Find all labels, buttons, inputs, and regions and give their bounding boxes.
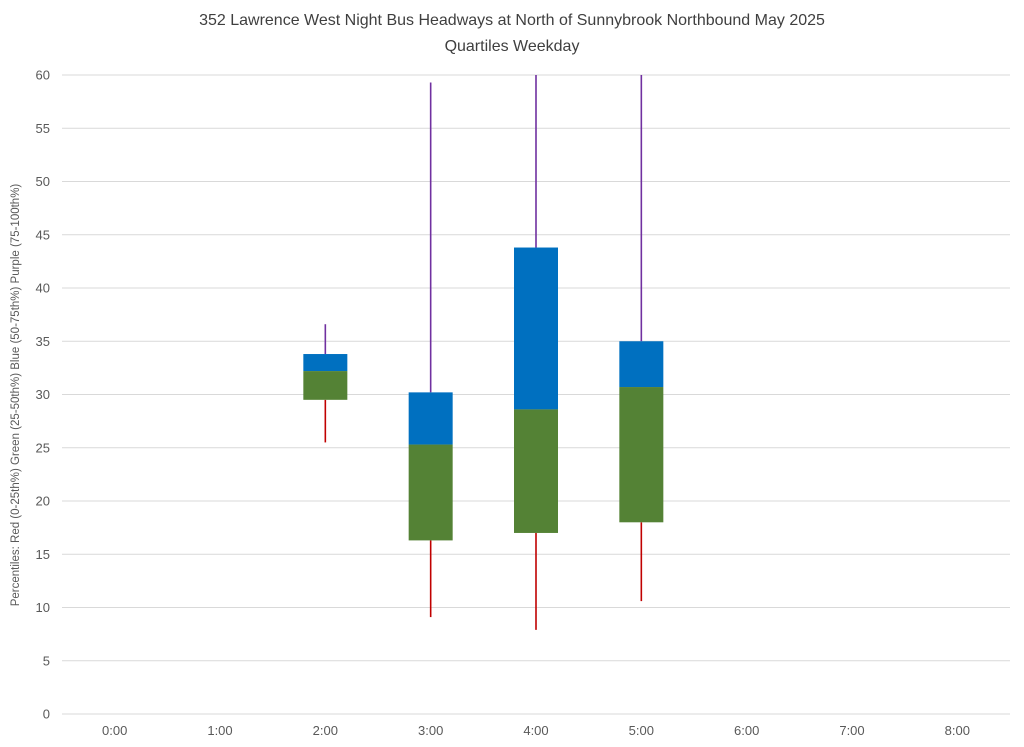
y-tick-label: 15 [36,547,50,562]
chart-subtitle: Quartiles Weekday [444,38,580,55]
box-25-50-green [408,444,453,541]
y-tick-label: 20 [36,494,50,509]
box-25-50-green [619,387,664,523]
box-50-75-blue [514,247,558,410]
y-tick-label: 25 [36,440,50,455]
y-tick-label: 55 [36,121,50,136]
box-25-50-green [514,409,558,533]
chart-title: 352 Lawrence West Night Bus Headways at … [199,12,825,29]
x-tick-label: 0:00 [102,723,127,738]
x-tick-label: 5:00 [629,723,654,738]
box-25-50-green [303,371,348,400]
y-tick-label: 5 [43,653,50,668]
x-tick-label: 4:00 [523,723,548,738]
y-tick-label: 10 [36,600,50,615]
box-50-75-blue [619,341,664,388]
y-tick-label: 45 [36,227,50,242]
y-tick-label: 0 [43,707,50,722]
x-tick-label: 2:00 [313,723,338,738]
y-tick-label: 30 [36,387,50,402]
x-tick-label: 1:00 [207,723,232,738]
y-tick-label: 40 [36,281,50,296]
box-50-75-blue [408,392,453,445]
x-tick-label: 7:00 [839,723,864,738]
y-tick-label: 60 [36,68,50,83]
x-tick-label: 8:00 [945,723,970,738]
x-tick-label: 6:00 [734,723,759,738]
y-tick-label: 50 [36,174,50,189]
y-tick-label: 35 [36,334,50,349]
box-50-75-blue [303,354,348,372]
x-tick-label: 3:00 [418,723,443,738]
